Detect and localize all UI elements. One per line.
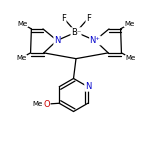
Text: Me: Me bbox=[18, 21, 28, 27]
Text: F: F bbox=[61, 14, 66, 23]
Text: O: O bbox=[43, 100, 50, 109]
Text: N⁺: N⁺ bbox=[90, 36, 100, 45]
Text: N: N bbox=[85, 82, 91, 91]
Text: Me: Me bbox=[124, 21, 134, 27]
Text: N: N bbox=[54, 36, 60, 45]
Text: Me: Me bbox=[125, 55, 136, 61]
Text: B⁻: B⁻ bbox=[71, 28, 81, 37]
Text: F: F bbox=[86, 14, 91, 23]
Text: Me: Me bbox=[33, 101, 43, 107]
Text: Me: Me bbox=[16, 55, 27, 61]
